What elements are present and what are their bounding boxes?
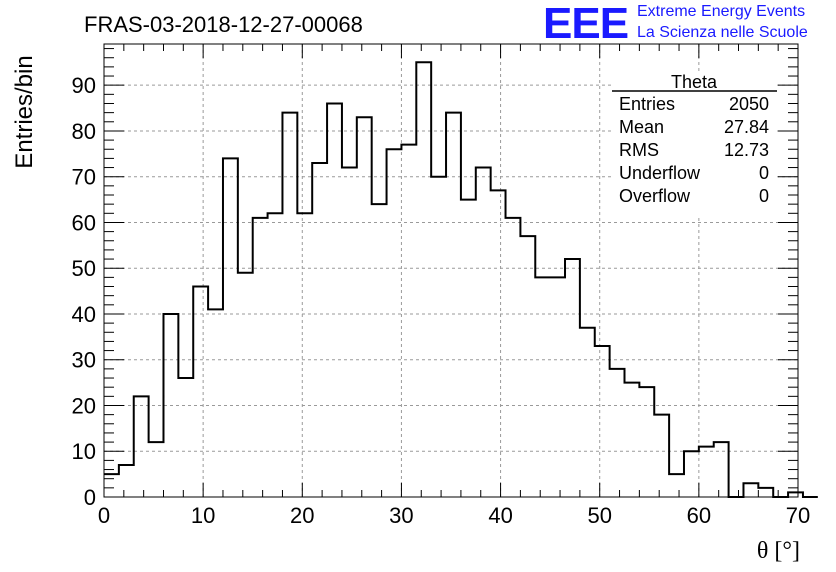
stats-box-title: Theta bbox=[671, 72, 718, 92]
stats-row-label: Mean bbox=[619, 117, 664, 137]
logo-line-2: La Scienza nelle Scuole bbox=[637, 24, 808, 41]
histogram-line bbox=[104, 61, 818, 498]
x-tick-label: 60 bbox=[687, 503, 711, 528]
stats-row-label: Underflow bbox=[619, 163, 701, 183]
y-tick-label: 40 bbox=[72, 302, 96, 327]
eee-logo-mark: EEE bbox=[543, 0, 629, 48]
x-axis-label: θ [°] bbox=[757, 538, 800, 564]
chart-title: FRAS-03-2018-12-27-00068 bbox=[84, 12, 363, 37]
y-tick-label: 90 bbox=[72, 73, 96, 98]
stats-row-value: 2050 bbox=[729, 94, 769, 114]
x-tick-label: 50 bbox=[587, 503, 611, 528]
y-tick-label: 0 bbox=[84, 485, 96, 510]
plot-frame bbox=[103, 43, 799, 498]
stats-box-background bbox=[612, 74, 777, 216]
y-tick-label: 70 bbox=[72, 165, 96, 190]
y-tick-label: 60 bbox=[72, 210, 96, 235]
y-tick-label: 10 bbox=[72, 439, 96, 464]
y-axis-label: Entries/bin bbox=[11, 55, 38, 168]
stats-row-value: 0 bbox=[759, 163, 769, 183]
stats-box: Theta Entries 2050 Mean 27.84 RMS 12.73 Underf… bbox=[612, 72, 777, 216]
stats-row-value: 27.84 bbox=[724, 117, 769, 137]
x-tick-labels: 0 10 20 30 40 50 60 70 bbox=[98, 503, 810, 528]
y-tick-label: 30 bbox=[72, 348, 96, 373]
x-tick-label: 10 bbox=[191, 503, 215, 528]
y-tick-label: 50 bbox=[72, 256, 96, 281]
y-tick-label: 20 bbox=[72, 393, 96, 418]
stats-row-label: Overflow bbox=[619, 186, 691, 206]
x-tick-label: 40 bbox=[488, 503, 512, 528]
x-tick-label: 70 bbox=[786, 503, 810, 528]
stats-row-label: Entries bbox=[619, 94, 675, 114]
stats-row-value: 0 bbox=[759, 186, 769, 206]
x-tick-label: 30 bbox=[389, 503, 413, 528]
stats-row-value: 12.73 bbox=[724, 140, 769, 160]
x-tick-label: 0 bbox=[98, 503, 110, 528]
stats-row-label: RMS bbox=[619, 140, 659, 160]
y-tick-label: 80 bbox=[72, 119, 96, 144]
y-tick-labels: 0 10 20 30 40 50 60 70 80 90 bbox=[72, 73, 96, 510]
logo-line-1: Extreme Energy Events bbox=[637, 3, 806, 20]
axis-ticks bbox=[103, 44, 799, 498]
x-tick-label: 20 bbox=[290, 503, 314, 528]
